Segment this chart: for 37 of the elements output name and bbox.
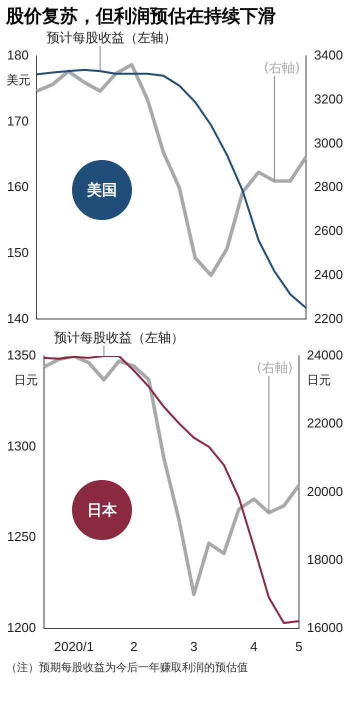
y-tick-label: 1250 [7,529,36,544]
text: (右軸) [256,361,293,376]
y-tick-label: 140 [6,310,29,326]
y-axis-title: 美元 [6,73,31,87]
x-tick-label: 3 [190,638,198,654]
y2-tick-label: 3400 [314,48,343,63]
y2-tick-label: 2400 [314,266,343,282]
y2-tick-label: 2800 [314,179,343,194]
y-tick-label: 160 [6,179,29,194]
series-label: 预计每股收益（左轴） [54,331,184,346]
y2-tick-label: 22000 [306,416,344,431]
y2-tick-label: 2200 [314,310,343,326]
y-tick-label: 1300 [7,438,36,454]
y-tick-label: 1350 [7,348,36,363]
y2-tick-label: 3000 [314,135,343,150]
text: (右軸) [264,61,300,76]
text: 预计每股收益（左轴） [46,31,177,46]
text: （注）预期每股收益为今后一年赚取利润的预估值 [5,660,249,675]
y2-axis-title: 日元 [306,373,331,387]
y-tick-label: 150 [6,244,29,260]
circle-badge: 日本 [72,480,132,540]
y2-tick-label: 3200 [314,91,343,106]
y2-tick-label: 20000 [306,484,344,499]
y-axis-title: 日元 [14,373,38,387]
x-tick-label: 2 [130,638,138,654]
circle-badge: 美国 [72,160,132,220]
y2-tick-label: 2600 [314,223,343,238]
y2-tick-label: 16000 [306,620,344,635]
y-tick-label: 180 [6,48,29,63]
chart-title: 股价复苏，但利润预估在持续下滑 [4,5,277,29]
y-tick-label: 1200 [7,620,36,635]
x-tick-label: 4 [250,638,258,654]
y-tick-label: 170 [6,113,29,128]
y2-tick-label: 18000 [306,552,344,567]
x-tick-label: 5 [295,638,302,654]
y2-tick-label: 24000 [306,348,344,363]
x-tick-label: 2020/1 [54,638,94,654]
